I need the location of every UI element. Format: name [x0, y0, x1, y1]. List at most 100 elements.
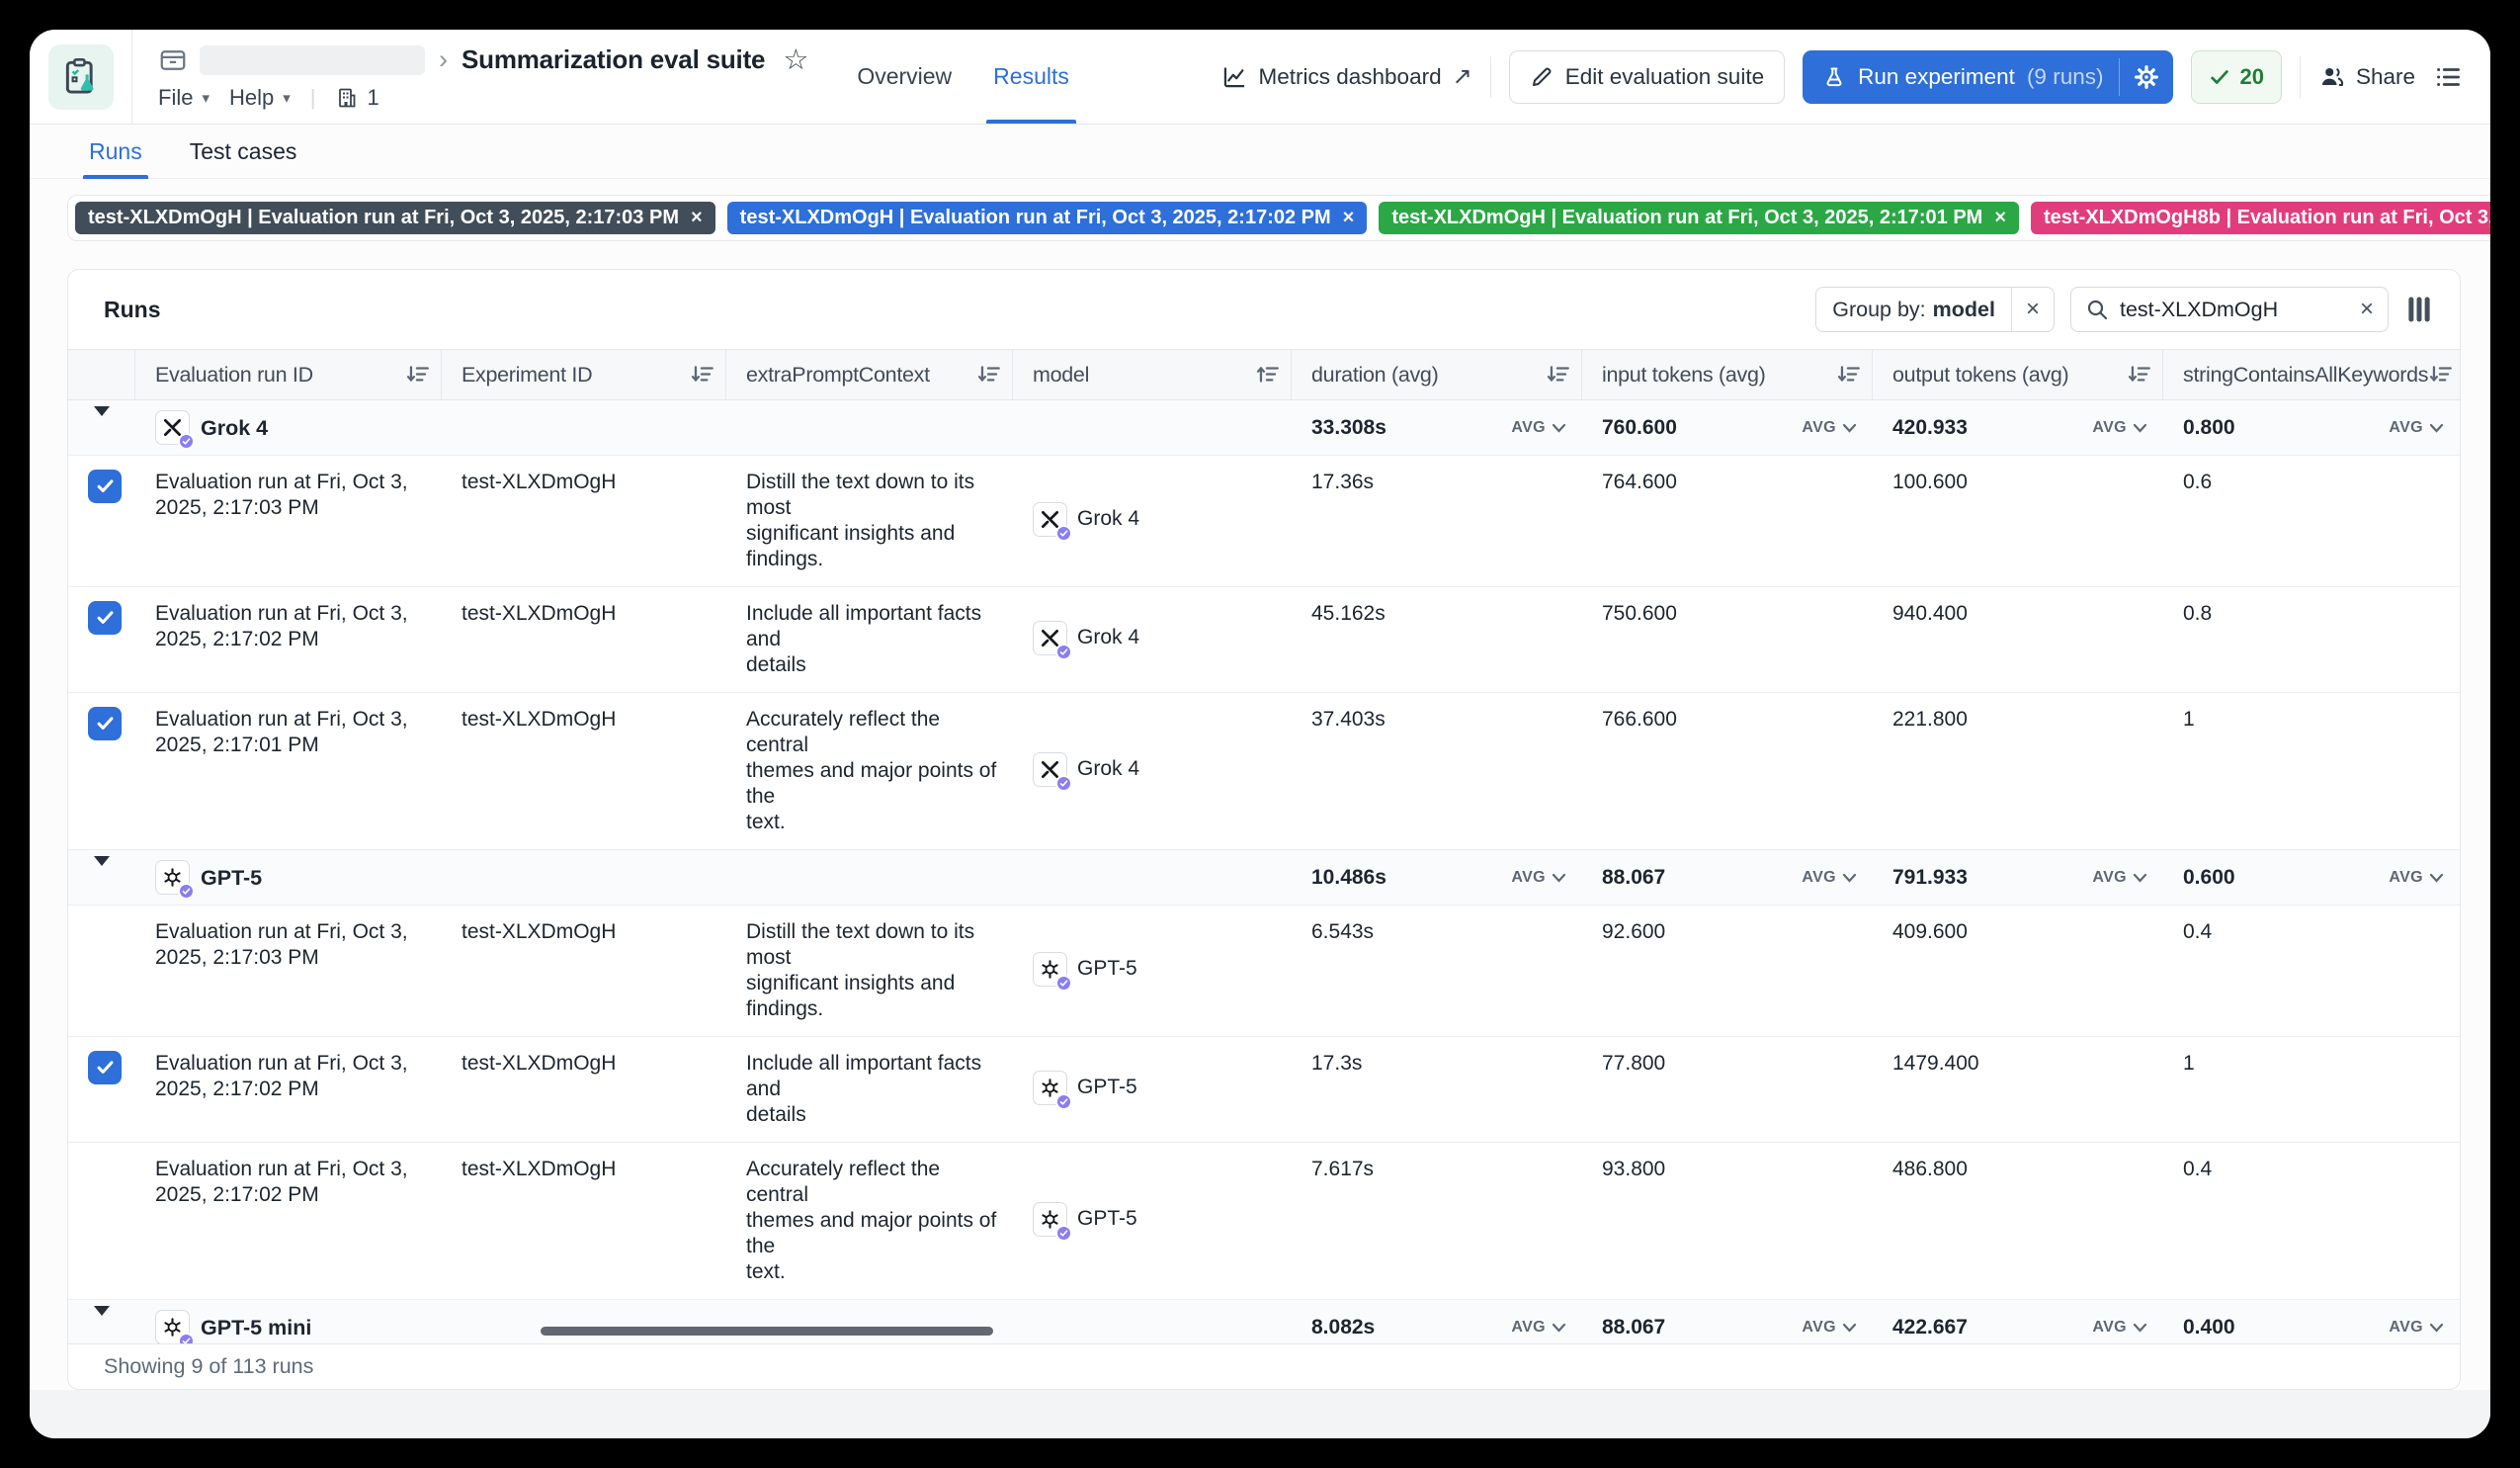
model-icon-xai: [155, 410, 195, 450]
column-experiment-id[interactable]: Experiment ID: [442, 350, 726, 399]
column-evaluation-run-id[interactable]: Evaluation run ID: [135, 350, 442, 399]
avg-selector[interactable]: AVG: [2092, 415, 2147, 441]
avg-selector[interactable]: AVG: [1511, 1315, 1566, 1340]
project-name-redacted[interactable]: [200, 44, 425, 75]
app-logo[interactable]: [30, 30, 132, 124]
metrics-dashboard-link[interactable]: Metrics dashboard ↗: [1221, 62, 1472, 91]
avg-label: AVG: [2092, 1318, 2127, 1336]
column-duration[interactable]: duration (avg): [1292, 350, 1582, 399]
column-output-tokens[interactable]: output tokens (avg): [1873, 350, 2163, 399]
group-header-row[interactable]: Grok 4 33.308s AVG 760.600 AVG 420.933 AVG 0.80…: [68, 400, 2460, 456]
help-menu[interactable]: Help ▾: [228, 85, 291, 110]
evals-app-icon: [47, 43, 114, 110]
table-row[interactable]: Evaluation run at Fri, Oct 3, 2025, 2:17…: [68, 906, 2460, 1037]
page-title: Summarization eval suite: [462, 44, 766, 74]
group-name: Grok 4: [135, 410, 442, 450]
edit-evaluation-suite-button[interactable]: Edit evaluation suite: [1508, 49, 1786, 104]
chevron-down-icon: [1842, 423, 1857, 433]
run-filter-tag[interactable]: test-XLXDmOgH8b | Evaluation run at Fri,…: [2031, 202, 2490, 234]
favorite-star-icon[interactable]: ☆: [783, 44, 809, 76]
column-string-contains-all-keywords[interactable]: stringContainsAllKeywords: [2163, 350, 2460, 399]
model-badge-icon: [178, 1333, 195, 1343]
run-filter-tag[interactable]: test-XLXDmOgH | Evaluation run at Fri, O…: [75, 202, 715, 234]
sort-icon: [2428, 362, 2454, 388]
group-header-row[interactable]: GPT-5 10.486s AVG 88.067 AVG 791.933 AVG 0.600 A…: [68, 850, 2460, 906]
table-row[interactable]: Evaluation run at Fri, Oct 3, 2025, 2:17…: [68, 456, 2460, 587]
project-icon: [158, 45, 188, 75]
cell-experiment-id: test-XLXDmOgH: [462, 920, 617, 943]
remove-tag-icon[interactable]: ×: [1342, 207, 1355, 228]
group-by-pill[interactable]: Group by: model ×: [1815, 287, 2055, 332]
run-experiment-button[interactable]: Run experiment (9 runs): [1803, 50, 2119, 104]
table-row[interactable]: Evaluation run at Fri, Oct 3, 2025, 2:17…: [68, 1037, 2460, 1143]
remove-group-by-icon[interactable]: ×: [2010, 288, 2054, 331]
tab-overview[interactable]: Overview: [857, 63, 953, 89]
chevron-down-icon: [2429, 873, 2444, 883]
runs-panel-header: Runs Group by: model × test-XLXDmOgH ×: [68, 270, 2460, 349]
tab-runs[interactable]: Runs: [69, 125, 162, 179]
columns-icon[interactable]: [2404, 295, 2434, 324]
avg-selector[interactable]: AVG: [2389, 865, 2444, 891]
cell-duration: 45.162s: [1311, 602, 1386, 625]
row-checkbox[interactable]: [88, 601, 122, 635]
avg-selector[interactable]: AVG: [2389, 415, 2444, 441]
cell-extra-prompt-context: Include all important facts and details: [746, 1052, 982, 1126]
model-badge-icon: [1055, 1224, 1072, 1242]
row-checkbox[interactable]: [88, 1051, 122, 1084]
group-caret-icon[interactable]: [94, 855, 110, 889]
chevron-down-icon: [2429, 423, 2444, 433]
avg-label: AVG: [1802, 1318, 1836, 1336]
table-body: Grok 4 33.308s AVG 760.600 AVG 420.933 AVG 0.80…: [68, 400, 2460, 1343]
cell-evaluation-run-id: Evaluation run at Fri, Oct 3, 2025, 2:17…: [155, 708, 408, 756]
remove-tag-icon[interactable]: ×: [690, 207, 703, 228]
chevron-down-icon: [1842, 873, 1857, 883]
avg-selector[interactable]: AVG: [1802, 415, 1857, 441]
remove-tag-icon[interactable]: ×: [1994, 207, 2007, 228]
passing-checks-button[interactable]: 20: [2191, 49, 2282, 104]
group-caret-icon[interactable]: [94, 405, 110, 439]
group-name: GPT-5 mini: [135, 1310, 442, 1343]
file-menu[interactable]: File ▾: [158, 85, 210, 110]
avg-selector[interactable]: AVG: [2092, 1315, 2147, 1340]
model-badge-icon: [178, 883, 195, 900]
avg-selector[interactable]: AVG: [2389, 1315, 2444, 1340]
tag-label: test-XLXDmOgH | Evaluation run at Fri, O…: [1391, 207, 1983, 228]
tab-results[interactable]: Results: [972, 30, 1090, 124]
search-icon: [2087, 300, 2108, 320]
run-filter-tags[interactable]: test-XLXDmOgH | Evaluation run at Fri, O…: [67, 195, 2490, 241]
model-icon-openai: [155, 1310, 195, 1343]
avg-selector[interactable]: AVG: [1511, 415, 1566, 441]
org-indicator[interactable]: 1: [335, 85, 379, 111]
table-row[interactable]: Evaluation run at Fri, Oct 3, 2025, 2:17…: [68, 693, 2460, 850]
group-avg-duration: 10.486s AVG: [1292, 865, 1582, 891]
clear-search-icon[interactable]: ×: [2359, 296, 2374, 322]
table-row[interactable]: Evaluation run at Fri, Oct 3, 2025, 2:17…: [68, 587, 2460, 693]
run-settings-button[interactable]: [2120, 50, 2173, 104]
column-model[interactable]: model: [1013, 350, 1292, 399]
chevron-down-icon: [2133, 423, 2147, 433]
log-list-icon[interactable]: [2433, 62, 2463, 92]
table-row[interactable]: Evaluation run at Fri, Oct 3, 2025, 2:17…: [68, 1143, 2460, 1300]
row-checkbox[interactable]: [88, 470, 122, 503]
row-checkbox[interactable]: [88, 707, 122, 740]
column-extra-prompt-context[interactable]: extraPromptContext: [726, 350, 1013, 399]
cell-score: 0.6: [2183, 471, 2213, 493]
search-input[interactable]: test-XLXDmOgH ×: [2070, 287, 2389, 332]
breadcrumb-separator: ›: [439, 44, 448, 74]
run-filter-tag[interactable]: test-XLXDmOgH | Evaluation run at Fri, O…: [1379, 202, 2020, 234]
cell-output-tokens: 1479.400: [1892, 1052, 1979, 1075]
column-input-tokens[interactable]: input tokens (avg): [1582, 350, 1873, 399]
horizontal-scrollbar[interactable]: [541, 1327, 993, 1336]
cell-model: Grok 4: [1013, 693, 1292, 849]
run-count: (9 runs): [2026, 63, 2104, 89]
avg-selector[interactable]: AVG: [2092, 865, 2147, 891]
tab-test-cases[interactable]: Test cases: [189, 137, 297, 164]
group-header-row[interactable]: GPT-5 mini 8.082s AVG 88.067 AVG 422.667 AVG 0.…: [68, 1300, 2460, 1343]
avg-selector[interactable]: AVG: [1511, 865, 1566, 891]
avg-selector[interactable]: AVG: [1802, 1315, 1857, 1340]
share-button[interactable]: Share: [2318, 63, 2415, 90]
group-caret-icon[interactable]: [94, 1305, 110, 1338]
sort-icon: [405, 362, 431, 388]
run-filter-tag[interactable]: test-XLXDmOgH | Evaluation run at Fri, O…: [726, 202, 1368, 234]
avg-selector[interactable]: AVG: [1802, 865, 1857, 891]
